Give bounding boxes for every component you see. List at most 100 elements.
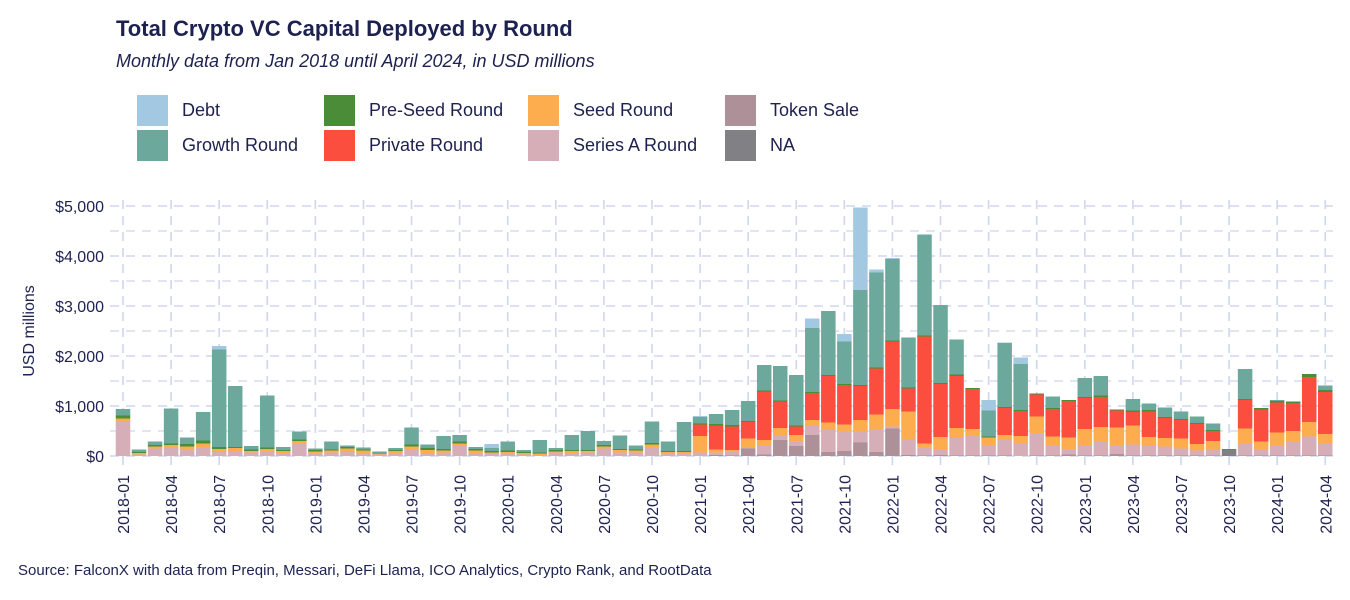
bar-segment-pre-seed-round	[1318, 390, 1333, 392]
bar-segment-seed-round	[436, 450, 451, 453]
bar-segment-seed-round	[933, 437, 948, 450]
bar-segment-seed-round	[1061, 437, 1077, 449]
bar-segment-series-a-round	[869, 429, 884, 452]
bar-segment-seed-round	[308, 451, 323, 454]
bar-segment-pre-seed-round	[901, 387, 916, 389]
bar-segment-token-sale	[1301, 455, 1317, 456]
bar-segment-private-round	[1013, 411, 1028, 436]
bar-segment-series-a-round	[388, 453, 403, 456]
bar-segment-token-sale	[1269, 455, 1285, 456]
bar-segment-series-a-round	[628, 452, 644, 456]
bar-segment-growth-round	[821, 311, 836, 375]
bar-segment-token-sale	[756, 454, 772, 456]
bar-segment-pre-seed-round	[227, 447, 243, 448]
bar-segment-growth-round	[260, 395, 275, 448]
bar-segment-series-a-round	[1285, 441, 1301, 456]
bar-segment-seed-round	[452, 443, 467, 446]
bar-segment-seed-round	[756, 440, 772, 445]
bar-segment-token-sale	[901, 455, 916, 456]
bar-segment-pre-seed-round	[1141, 410, 1157, 412]
y-tick-label: $4,000	[55, 249, 104, 266]
bar-segment-seed-round	[740, 438, 756, 448]
bar-segment-private-round	[805, 393, 820, 420]
bar-segment-pre-seed-round	[676, 451, 692, 452]
bar-segment-debt	[484, 444, 499, 448]
x-tick-label: 2023-10	[1222, 475, 1239, 534]
bar-segment-series-a-round	[1029, 433, 1044, 456]
legend-item-seed: Seed Round	[528, 95, 673, 126]
bar-segment-pre-seed-round	[644, 443, 660, 445]
bar-segment-pre-seed-round	[1029, 393, 1044, 395]
bar-segment-series-a-round	[532, 455, 548, 456]
bar-segment-pre-seed-round	[949, 374, 964, 376]
bar-segment-series-a-round	[372, 454, 387, 456]
bar-segment-private-round	[789, 426, 804, 435]
bar-segment-series-a-round	[1189, 450, 1205, 456]
bar-segment-seed-round	[179, 446, 195, 450]
y-tick-label: $1,000	[55, 399, 104, 416]
bar-segment-series-a-round	[933, 450, 948, 455]
bar-segment-growth-round	[628, 445, 644, 450]
bar-segment-token-sale	[1173, 455, 1189, 456]
bar-segment-seed-round	[420, 450, 435, 453]
bar-segment-growth-round	[933, 305, 948, 383]
bar-segment-debt	[211, 346, 227, 350]
bar-segment-series-a-round	[837, 431, 852, 451]
bar-segment-growth-round	[1141, 403, 1157, 410]
bar-segment-pre-seed-round	[885, 340, 900, 342]
bar-segment-private-round	[1061, 401, 1077, 438]
bar-segment-series-a-round	[965, 435, 980, 456]
bar-segment-pre-seed-round	[404, 444, 419, 447]
bar-segment-growth-round	[772, 366, 788, 401]
bar-segment-seed-round	[260, 449, 275, 451]
bar-segment-growth-round	[740, 401, 756, 421]
bar-segment-token-sale	[1237, 455, 1253, 456]
bar-segment-pre-seed-round	[532, 452, 548, 454]
bar-segment-series-a-round	[163, 447, 179, 456]
bar-segment-private-round	[933, 384, 948, 437]
bar-segment-series-a-round	[981, 445, 996, 456]
bar-segment-private-round	[1109, 410, 1125, 428]
bar-segment-seed-round	[195, 443, 211, 447]
bar-segment-growth-round	[211, 349, 227, 447]
bar-segment-pre-seed-round	[740, 421, 756, 422]
bar-segment-series-a-round	[1318, 444, 1333, 456]
bar-segment-growth-round	[484, 448, 499, 451]
bar-segment-pre-seed-round	[1045, 408, 1060, 409]
bar-segment-pre-seed-round	[708, 424, 724, 426]
legend-swatch-na	[725, 130, 756, 161]
bar-segment-token-sale	[1077, 455, 1093, 456]
bar-segment-growth-round	[1189, 416, 1205, 423]
bar-segment-seed-round	[660, 452, 676, 454]
bar-segment-pre-seed-round	[612, 449, 628, 450]
bar-segment-series-a-round	[292, 443, 307, 456]
bar-segment-token-sale	[789, 446, 804, 456]
bar-segment-series-a-round	[1205, 449, 1221, 456]
bar-segment-pre-seed-round	[1189, 423, 1205, 424]
bar-segment-token-sale	[1125, 455, 1141, 456]
bar-segment-seed-round	[901, 411, 916, 439]
bar-segment-series-a-round	[436, 452, 451, 456]
bar-segment-series-a-round	[740, 447, 756, 449]
x-tick-label: 2021-10	[837, 475, 854, 534]
bar-segment-private-round	[1285, 403, 1301, 431]
bar-segment-private-round	[853, 386, 868, 420]
bar-segment-pre-seed-round	[564, 450, 580, 451]
bar-segment-series-a-round	[340, 451, 355, 456]
bar-segment-pre-seed-round	[340, 447, 355, 449]
bar-segment-debt	[805, 318, 820, 328]
x-tick-label: 2019-01	[308, 475, 325, 534]
bar-segment-seed-round	[724, 450, 740, 452]
bar-segment-token-sale	[869, 452, 884, 456]
bar-segment-series-a-round	[580, 452, 596, 456]
x-tick-label: 2018-04	[164, 475, 181, 534]
legend-label: NA	[770, 135, 796, 155]
bar-segment-growth-round	[1237, 369, 1253, 399]
bar-segment-private-round	[724, 426, 740, 450]
bar-segment-pre-seed-round	[276, 450, 291, 451]
bar-segment-series-a-round	[676, 453, 692, 456]
bar-segment-seed-round	[404, 446, 419, 450]
y-tick-label: $0	[86, 449, 104, 466]
bar-segment-seed-round	[949, 428, 964, 438]
bar-segment-series-a-round	[131, 454, 147, 456]
